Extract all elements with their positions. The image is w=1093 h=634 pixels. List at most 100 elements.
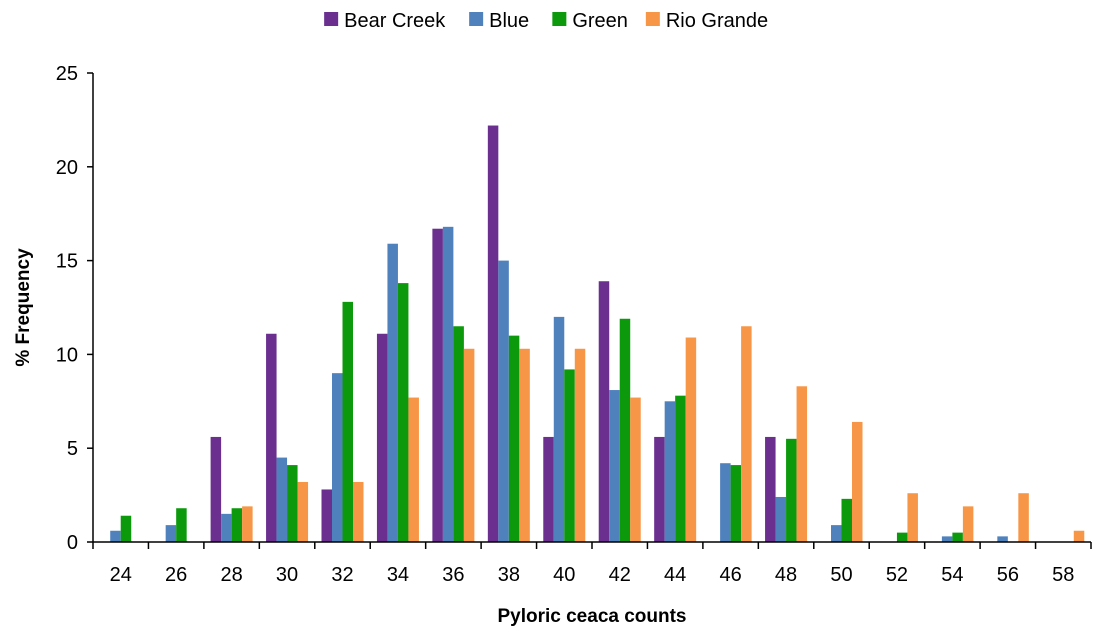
bar [1073,530,1085,542]
bar [685,337,697,542]
legend-swatch [469,12,484,26]
x-tick-label: 56 [997,564,1019,586]
bar [543,436,554,542]
legend: Bear Creek Blue Green Rio Grande [324,10,768,32]
bar [775,496,787,542]
x-tick-label: 34 [387,564,409,586]
bar [598,281,610,542]
y-tick-label: 5 [67,438,78,460]
x-tick-label: 28 [220,564,242,586]
legend-swatch [552,12,567,26]
x-tick-label: 58 [1052,564,1074,586]
x-tick-label: 48 [775,564,797,586]
bar [210,436,222,542]
bar [574,348,586,542]
x-tick-label: 42 [609,564,631,586]
bar [176,508,187,542]
legend-item: Bear Creek [324,10,446,32]
bar [896,532,908,542]
bar [962,506,974,542]
bar [553,316,565,542]
bar [997,536,1008,542]
bar [508,335,520,542]
bar [453,326,464,542]
bar [952,532,963,542]
legend-swatch [645,12,660,26]
bar [630,397,641,542]
x-tick-label: 50 [830,564,852,586]
x-tick-label: 26 [165,564,187,586]
bar [442,226,454,542]
x-tick-label: 32 [331,564,353,586]
bar [487,125,499,542]
x-tick-label: 54 [941,564,963,586]
axes: 0 5 10 15 20 25 24 26 28 30 32 34 36 38 40 42 44 46 48 50 52… [56,63,1092,586]
x-axis-title: Pyloric ceaca counts [497,606,686,627]
bar [387,243,398,542]
bar [841,498,852,542]
y-axis-title: % Frequency [13,248,34,367]
bar [741,326,752,542]
legend-label: Green [572,10,628,32]
bar [110,530,121,542]
bar [408,397,419,542]
x-tick-label: 52 [886,564,908,586]
bar [165,525,177,542]
bar [907,493,918,542]
bar [1018,493,1029,542]
legend-label: Blue [489,10,529,32]
x-tick-label: 44 [664,564,686,586]
bar [221,513,232,542]
bar [831,525,842,542]
bar [786,438,797,542]
bar [730,465,742,542]
bar [498,260,509,542]
bars [110,125,1085,542]
bar [342,301,353,542]
bar [619,318,631,542]
bar [664,401,676,542]
bar [276,457,288,542]
x-tick-label: 38 [498,564,520,586]
y-tick-label: 0 [67,532,78,554]
legend-label: Bear Creek [344,10,446,32]
y-tick-label: 20 [56,157,78,179]
bar [941,536,953,542]
bar [654,436,665,542]
bar [353,481,364,542]
legend-swatch [324,12,339,26]
bar [321,489,332,542]
x-tick-label: 40 [553,564,575,586]
bar [397,283,409,542]
bar [242,506,253,542]
bar [287,465,298,542]
bar [432,228,443,542]
bar [675,395,686,542]
x-tick-label: 30 [276,564,298,586]
bar [564,369,575,542]
bar [332,373,343,542]
x-tick-label: 46 [719,564,741,586]
y-tick-label: 15 [56,251,78,273]
bar [796,386,808,542]
bar [297,481,309,542]
bar [519,348,530,542]
bar [852,421,863,542]
bar [609,390,620,542]
legend-item: Green [552,10,628,32]
x-tick-label: 36 [442,564,464,586]
legend-item: Blue [469,10,529,32]
bar [463,348,475,542]
legend-item: Rio Grande [645,10,768,32]
bar [720,463,731,542]
bar [120,515,132,542]
bar [266,333,277,542]
y-tick-label: 25 [56,63,78,85]
bar [376,333,388,542]
x-tick-label: 24 [110,564,132,586]
y-tick-label: 10 [56,344,78,366]
bar [231,508,243,542]
bar [765,436,776,542]
legend-label: Rio Grande [666,10,768,32]
